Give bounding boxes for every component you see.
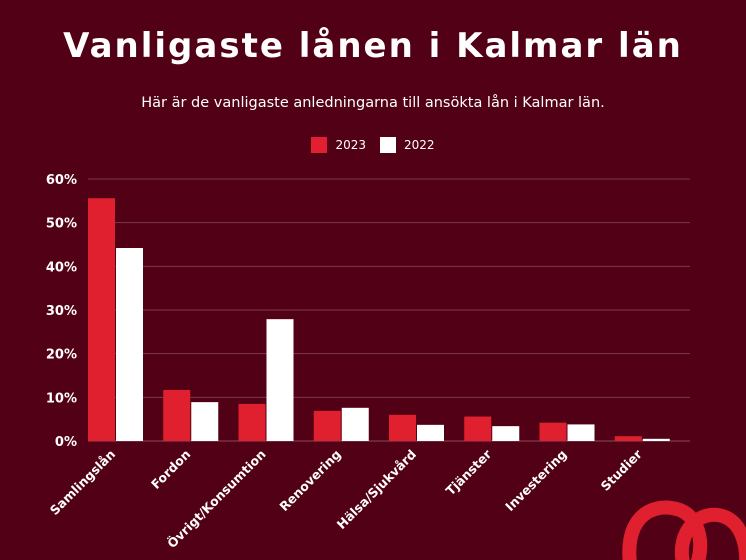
bar-2023 [88, 198, 115, 441]
x-tick-label: Tjänster [443, 446, 495, 498]
bar-2023 [389, 414, 416, 441]
x-tick-label: Samlingslån [47, 447, 118, 518]
y-tick-label: 50% [46, 217, 77, 232]
chart-title: Vanligaste lånen i Kalmar län [63, 26, 683, 66]
logo-loops-icon [622, 500, 746, 560]
y-tick-label: 40% [46, 260, 77, 275]
legend-swatch-2023 [311, 137, 328, 153]
bar-2023 [464, 416, 492, 441]
legend-item-2022: 2022 [380, 137, 435, 153]
bar-2022 [567, 424, 595, 441]
legend-item-2023: 2023 [311, 137, 366, 153]
x-tick-label: Renovering [276, 447, 344, 515]
y-tick-label: 0% [55, 435, 77, 450]
y-tick-label: 30% [46, 304, 77, 319]
x-tick-label: Investering [502, 447, 569, 514]
y-tick-label: 20% [46, 348, 77, 363]
y-tick-label: 60% [46, 173, 77, 188]
bar-2023 [163, 389, 191, 441]
chart-subtitle: Här är de vanligaste anledningarna till … [141, 95, 605, 111]
bar-2022 [492, 426, 520, 441]
bar-2022 [341, 407, 369, 441]
bar-2023 [539, 422, 567, 441]
bar-2023 [238, 403, 266, 441]
legend-label-2022: 2022 [404, 138, 435, 152]
x-tick-label: Studier [598, 446, 646, 494]
legend-swatch-2022 [380, 137, 396, 153]
bar-2023 [313, 410, 341, 441]
bar-2022 [116, 247, 143, 441]
legend-label-2023: 2023 [335, 138, 366, 152]
bar-2022 [417, 424, 444, 441]
x-tick-label: Fordon [148, 447, 193, 492]
x-tick-label: Hälsa/Sjukvård [334, 447, 419, 532]
legend: 2023 2022 [0, 137, 746, 153]
bar-2022 [266, 319, 294, 441]
bar-2022 [191, 402, 219, 441]
bar-2023 [614, 436, 642, 441]
bar-2022 [642, 438, 670, 441]
y-tick-label: 10% [46, 391, 77, 406]
